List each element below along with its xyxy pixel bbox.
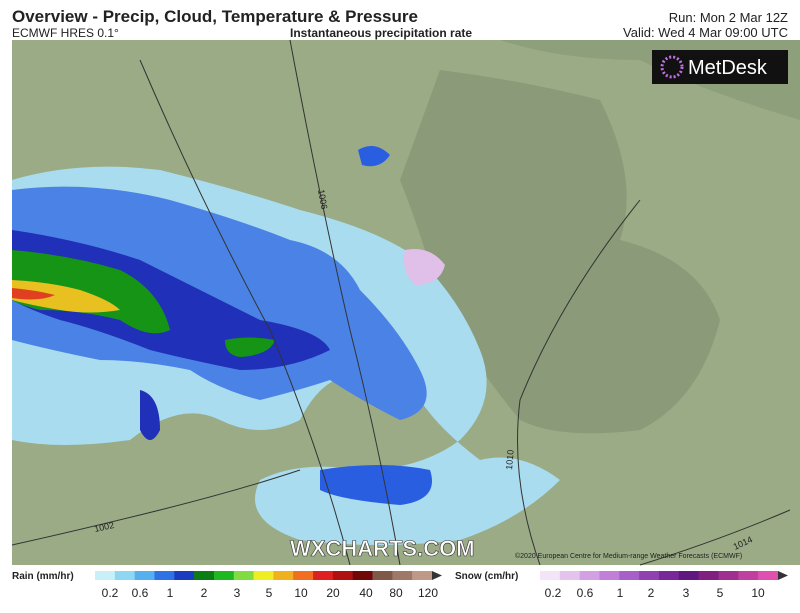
colorbar-swatch bbox=[233, 571, 254, 580]
colorbar-swatch bbox=[114, 571, 135, 580]
colorbar-swatch bbox=[313, 571, 334, 580]
precip-yellow bbox=[12, 280, 120, 313]
colorbar-swatch bbox=[372, 571, 393, 580]
colorbar-swatch bbox=[579, 571, 600, 580]
rain-legend-label: 0.2 bbox=[102, 586, 119, 600]
map: 1006 1002 1010 1014 MetDesk WXCHARTS.COM… bbox=[11, 39, 800, 566]
precip-green bbox=[225, 337, 275, 357]
isobar-label: 1010 bbox=[504, 449, 516, 470]
rain-legend-label: 1 bbox=[167, 586, 174, 600]
cloud-shade bbox=[12, 40, 800, 120]
colorbar-swatch bbox=[95, 571, 116, 580]
rain-legend-label: 2 bbox=[201, 586, 208, 600]
colorbar-swatch bbox=[698, 571, 719, 580]
rain-legend-label: 120 bbox=[418, 586, 438, 600]
colorbar-arrow bbox=[432, 571, 442, 580]
colorbar-swatch bbox=[194, 571, 215, 580]
colorbar-swatch bbox=[678, 571, 699, 580]
snow-legend-label: 1 bbox=[617, 586, 624, 600]
colorbar-swatch bbox=[738, 571, 759, 580]
watermark: WXCHARTS.COM bbox=[290, 536, 475, 561]
snow-legend-title: Snow (cm/hr) bbox=[455, 571, 518, 582]
colorbar-swatch bbox=[559, 571, 580, 580]
snow-legend-label: 2 bbox=[648, 586, 655, 600]
colorbar-swatch bbox=[392, 571, 413, 580]
snow-legend-label: 5 bbox=[717, 586, 724, 600]
precip-moderate bbox=[320, 465, 432, 505]
model: ECMWF HRES 0.1° bbox=[12, 26, 119, 40]
isobars bbox=[11, 39, 791, 566]
snow-legend-label: 0.6 bbox=[577, 586, 594, 600]
subtitle: Instantaneous precipitation rate bbox=[290, 26, 472, 40]
isobar-label: 1002 bbox=[93, 520, 115, 534]
title: Overview - Precip, Cloud, Temperature & … bbox=[12, 7, 418, 26]
snow-legend-label: 3 bbox=[683, 586, 690, 600]
colorbar-swatch bbox=[352, 571, 373, 580]
rain-legend-label: 5 bbox=[266, 586, 273, 600]
rain-legend-label: 20 bbox=[326, 586, 340, 600]
colorbar-swatch bbox=[540, 571, 561, 580]
copyright: ©2020 European Centre for Medium-range W… bbox=[515, 552, 742, 560]
run-time: Run: Mon 2 Mar 12Z bbox=[669, 10, 788, 25]
colorbar-swatch bbox=[273, 571, 294, 580]
colorbar-swatch bbox=[619, 571, 640, 580]
colorbar-swatch bbox=[293, 571, 314, 580]
colorbar-swatch bbox=[174, 571, 195, 580]
colorbar-swatch bbox=[599, 571, 620, 580]
rain-legend-title: Rain (mm/hr) bbox=[12, 571, 74, 582]
precip-green bbox=[12, 250, 170, 334]
colorbar-arrow bbox=[778, 571, 788, 580]
snow-legend-label: 0.2 bbox=[545, 586, 562, 600]
logo-text: MetDesk bbox=[688, 57, 768, 79]
colorbar-swatch bbox=[332, 571, 354, 580]
logo-icon bbox=[660, 55, 684, 79]
logo-box bbox=[652, 50, 788, 84]
rain-legend-label: 3 bbox=[234, 586, 241, 600]
snow-colorbar: 0.2 0.6 1 2 3 5 10 bbox=[540, 571, 788, 600]
rain-legend-label: 10 bbox=[294, 586, 308, 600]
precip-heavy bbox=[140, 390, 160, 440]
precip-red bbox=[12, 288, 55, 300]
valid-time: Valid: Wed 4 Mar 09:00 UTC bbox=[623, 25, 788, 40]
colorbar-swatch bbox=[639, 571, 660, 580]
colorbar-swatch bbox=[253, 571, 274, 580]
colorbar-swatch bbox=[659, 571, 680, 580]
isobar-label: 1006 bbox=[316, 189, 329, 210]
uk-land bbox=[400, 70, 720, 434]
colorbar-swatch bbox=[758, 571, 779, 580]
colorbar-swatch bbox=[213, 571, 235, 580]
snow-legend-label: 10 bbox=[751, 586, 765, 600]
colorbar-swatch bbox=[718, 571, 739, 580]
rain-legend-label: 80 bbox=[389, 586, 403, 600]
colorbar-swatch bbox=[412, 571, 433, 580]
rain-legend-label: 40 bbox=[359, 586, 373, 600]
colorbar-swatch bbox=[154, 571, 175, 580]
rain-legend-label: 0.6 bbox=[132, 586, 149, 600]
snow bbox=[403, 249, 445, 285]
rain-colorbar: 0.2 0.6 1 2 3 5 10 20 40 80 120 bbox=[95, 571, 442, 600]
colorbar-swatch bbox=[134, 571, 155, 580]
precip-moderate bbox=[358, 146, 390, 167]
